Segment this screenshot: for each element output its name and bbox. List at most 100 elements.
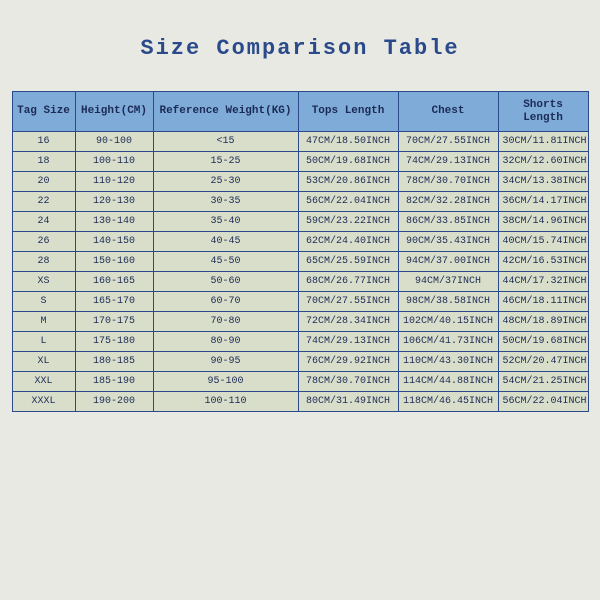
cell: 160-165 (75, 272, 153, 292)
cell: 40CM/15.74INCH (498, 232, 588, 252)
col-tops-length: Tops Length (298, 92, 398, 132)
cell: 68CM/26.77INCH (298, 272, 398, 292)
cell: 102CM/40.15INCH (398, 312, 498, 332)
cell: 100-110 (75, 152, 153, 172)
cell: 46CM/18.11INCH (498, 292, 588, 312)
cell: 56CM/22.04INCH (298, 192, 398, 212)
cell: XS (12, 272, 75, 292)
cell: 74CM/29.13INCH (298, 332, 398, 352)
cell: 140-150 (75, 232, 153, 252)
col-shorts-length: Shorts Length (498, 92, 588, 132)
cell: 90-100 (75, 132, 153, 152)
cell: 90-95 (153, 352, 298, 372)
cell: 45-50 (153, 252, 298, 272)
cell: 118CM/46.45INCH (398, 392, 498, 412)
cell: 78CM/30.70INCH (298, 372, 398, 392)
cell: 16 (12, 132, 75, 152)
cell: 106CM/41.73INCH (398, 332, 498, 352)
cell: L (12, 332, 75, 352)
cell: XL (12, 352, 75, 372)
cell: 48CM/18.89INCH (498, 312, 588, 332)
cell: 62CM/24.40INCH (298, 232, 398, 252)
cell: 34CM/13.38INCH (498, 172, 588, 192)
table-row: 20110-12025-3053CM/20.86INCH78CM/30.70IN… (12, 172, 588, 192)
cell: 98CM/38.58INCH (398, 292, 498, 312)
cell: 130-140 (75, 212, 153, 232)
cell: 54CM/21.25INCH (498, 372, 588, 392)
table-row: 26140-15040-4562CM/24.40INCH90CM/35.43IN… (12, 232, 588, 252)
cell: 24 (12, 212, 75, 232)
cell: 190-200 (75, 392, 153, 412)
table-header-row: Tag Size Height(CM) Reference Weight(KG)… (12, 92, 588, 132)
table-row: M170-17570-8072CM/28.34INCH102CM/40.15IN… (12, 312, 588, 332)
table-row: 28150-16045-5065CM/25.59INCH94CM/37.00IN… (12, 252, 588, 272)
cell: 15-25 (153, 152, 298, 172)
table-row: XL180-18590-9576CM/29.92INCH110CM/43.30I… (12, 352, 588, 372)
cell: 30CM/11.81INCH (498, 132, 588, 152)
cell: 82CM/32.28INCH (398, 192, 498, 212)
cell: 50CM/19.68INCH (498, 332, 588, 352)
table-row: XXXL190-200100-11080CM/31.49INCH118CM/46… (12, 392, 588, 412)
cell: 180-185 (75, 352, 153, 372)
table-row: S165-17060-7070CM/27.55INCH98CM/38.58INC… (12, 292, 588, 312)
cell: 94CM/37.00INCH (398, 252, 498, 272)
size-table: Tag Size Height(CM) Reference Weight(KG)… (12, 91, 589, 412)
cell: 50-60 (153, 272, 298, 292)
col-tag-size: Tag Size (12, 92, 75, 132)
page-title: Size Comparison Table (0, 36, 600, 61)
cell: 110-120 (75, 172, 153, 192)
cell: 90CM/35.43INCH (398, 232, 498, 252)
cell: 59CM/23.22INCH (298, 212, 398, 232)
cell: 65CM/25.59INCH (298, 252, 398, 272)
cell: 25-30 (153, 172, 298, 192)
cell: S (12, 292, 75, 312)
cell: 150-160 (75, 252, 153, 272)
cell: 94CM/37INCH (398, 272, 498, 292)
cell: 100-110 (153, 392, 298, 412)
cell: 70-80 (153, 312, 298, 332)
cell: 110CM/43.30INCH (398, 352, 498, 372)
cell: <15 (153, 132, 298, 152)
cell: 80CM/31.49INCH (298, 392, 398, 412)
cell: 80-90 (153, 332, 298, 352)
table-row: 18100-11015-2550CM/19.68INCH74CM/29.13IN… (12, 152, 588, 172)
table-row: 24130-14035-4059CM/23.22INCH86CM/33.85IN… (12, 212, 588, 232)
col-height: Height(CM) (75, 92, 153, 132)
table-row: XS160-16550-6068CM/26.77INCH94CM/37INCH4… (12, 272, 588, 292)
cell: 36CM/14.17INCH (498, 192, 588, 212)
cell: 170-175 (75, 312, 153, 332)
cell: 52CM/20.47INCH (498, 352, 588, 372)
cell: 20 (12, 172, 75, 192)
col-chest: Chest (398, 92, 498, 132)
page: Size Comparison Table Tag Size Height(CM… (0, 0, 600, 600)
cell: 95-100 (153, 372, 298, 392)
cell: 26 (12, 232, 75, 252)
cell: 28 (12, 252, 75, 272)
cell: 56CM/22.04INCH (498, 392, 588, 412)
cell: 114CM/44.88INCH (398, 372, 498, 392)
cell: XXL (12, 372, 75, 392)
table-row: XXL185-19095-10078CM/30.70INCH114CM/44.8… (12, 372, 588, 392)
cell: 185-190 (75, 372, 153, 392)
cell: 70CM/27.55INCH (298, 292, 398, 312)
cell: 53CM/20.86INCH (298, 172, 398, 192)
cell: 35-40 (153, 212, 298, 232)
cell: XXXL (12, 392, 75, 412)
cell: 78CM/30.70INCH (398, 172, 498, 192)
table-row: 1690-100<1547CM/18.50INCH70CM/27.55INCH3… (12, 132, 588, 152)
cell: 22 (12, 192, 75, 212)
cell: M (12, 312, 75, 332)
cell: 44CM/17.32INCH (498, 272, 588, 292)
table-row: 22120-13030-3556CM/22.04INCH82CM/32.28IN… (12, 192, 588, 212)
col-reference-weight: Reference Weight(KG) (153, 92, 298, 132)
cell: 165-170 (75, 292, 153, 312)
cell: 30-35 (153, 192, 298, 212)
cell: 74CM/29.13INCH (398, 152, 498, 172)
cell: 120-130 (75, 192, 153, 212)
cell: 42CM/16.53INCH (498, 252, 588, 272)
cell: 175-180 (75, 332, 153, 352)
cell: 32CM/12.60INCH (498, 152, 588, 172)
cell: 40-45 (153, 232, 298, 252)
cell: 50CM/19.68INCH (298, 152, 398, 172)
cell: 70CM/27.55INCH (398, 132, 498, 152)
